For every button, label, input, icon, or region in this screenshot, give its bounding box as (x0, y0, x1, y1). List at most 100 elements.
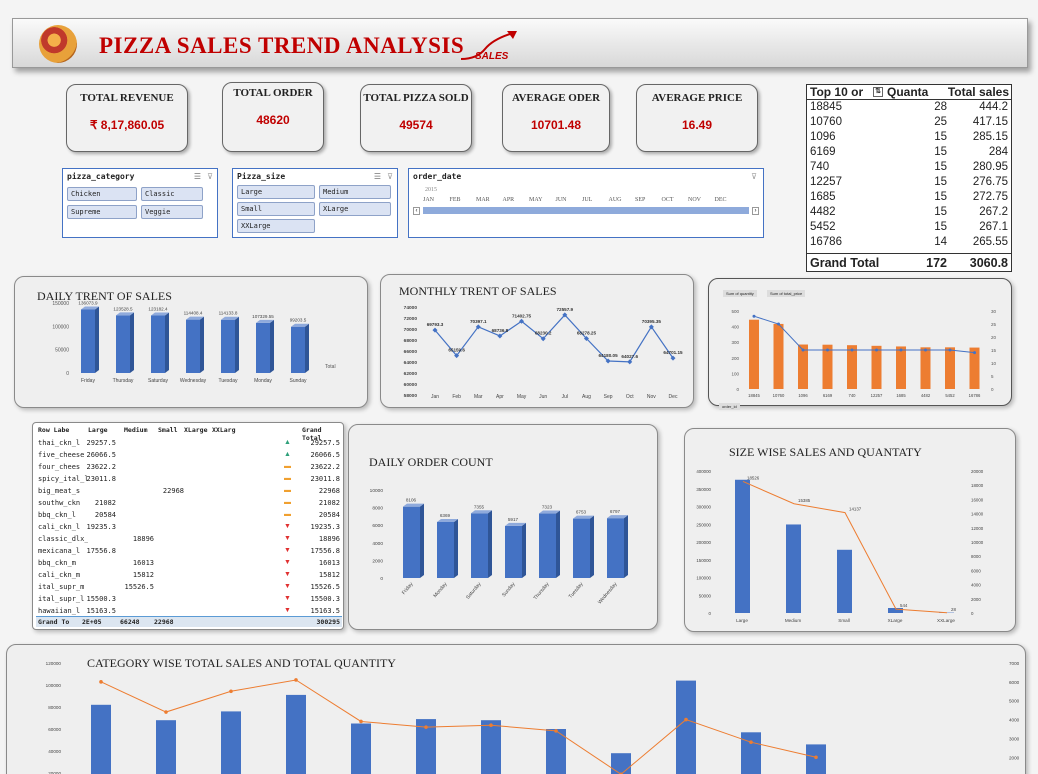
category-quantity-line (100, 679, 817, 774)
quantity-point (973, 351, 976, 355)
slicer-item-medium[interactable]: Medium (319, 185, 391, 199)
daily-order-count-chart[interactable]: DAILY ORDER COUNT 0 2000 4000 6000 8000 10000… (348, 424, 658, 630)
data-label: 15385 (798, 498, 811, 503)
dash-icon: ▬ (284, 511, 291, 518)
pivot-row: spicy_ital_l 23011.8 23011.8 ▬ (36, 473, 342, 485)
timeline-month[interactable]: NOV (688, 197, 701, 203)
slicer-pizza-category[interactable]: pizza_category ☰ ⊽ Chicken Classic Supre… (62, 168, 218, 238)
slicer-item-small[interactable]: Small (237, 202, 315, 216)
title-banner: PIZZA SALES TREND ANALYSIS SALES (12, 18, 1028, 68)
timeline-month[interactable]: DEC (714, 197, 727, 203)
top10-cell-sales: 267.2 (979, 206, 1008, 218)
y-tick: 50000 (55, 348, 69, 354)
price-bar (969, 347, 980, 389)
y-tick: 250000 (696, 522, 711, 527)
multiselect-icon[interactable]: ☰ (193, 172, 201, 181)
data-label: 8106 (406, 498, 417, 503)
category-wise-chart[interactable]: CATEGORY WISE TOTAL SALES AND TOTAL QUAN… (6, 644, 1026, 774)
data-label: 70397.1 (470, 319, 487, 324)
timeline-month[interactable]: AUG (608, 197, 622, 203)
pivot-row-label: five_cheese (38, 451, 85, 459)
pivot-cell: 23622.2 (86, 463, 116, 471)
timeline-month[interactable]: MAY (529, 197, 543, 203)
slicer-item-xlarge[interactable]: XLarge (319, 202, 391, 216)
x-tick: 1685 (896, 393, 906, 398)
pivot-row: thai_ckn_l 29257.5 29257.5 ▲ (36, 437, 342, 449)
slicer-item-xxlarge[interactable]: XXLarge (237, 219, 315, 233)
multiselect-icon[interactable]: ☰ (373, 172, 381, 181)
tab-sum-total-price[interactable]: Sum of total_price (767, 290, 806, 297)
x-tick: Sunday (501, 581, 517, 598)
clear-filter-icon[interactable]: ⊽ (207, 172, 213, 181)
slicer-item-chicken[interactable]: Chicken (67, 187, 137, 201)
total-sales: 3060.8 (969, 256, 1008, 270)
category-quantity-point (294, 678, 298, 682)
pivot-cell: 20584 (94, 511, 116, 519)
pivot-row-label: spicy_ital_l (38, 475, 88, 483)
slicer-pizza-size[interactable]: Pizza_size ☰ ⊽ Large Medium Small XLarge… (232, 168, 398, 238)
y-tick: 0 (709, 611, 712, 616)
daily-bar (116, 315, 130, 373)
pivot-row: big_meat_s 22968 22968 ▬ (36, 485, 342, 497)
slicer-title: pizza_category (67, 172, 135, 181)
timeline-month[interactable]: JUN (555, 197, 567, 203)
y-tick: 0 (736, 387, 739, 392)
daily-bar (221, 319, 235, 373)
slicer-item-classic[interactable]: Classic (141, 187, 203, 201)
y2-tick: 3000 (1009, 736, 1020, 741)
timeline-month[interactable]: OCT (661, 197, 674, 203)
scroll-right-icon[interactable]: › (752, 207, 759, 215)
category-quantity-point (99, 680, 103, 684)
top10-row: 10760 25 417.15 (807, 116, 1011, 131)
slicer-item-veggie[interactable]: Veggie (141, 205, 203, 219)
filter-sort-icon[interactable]: ⇅ (873, 87, 883, 97)
order-id-filter[interactable]: order_id (719, 403, 740, 410)
kpi-value: 10701.48 (530, 118, 582, 132)
arrow-down-icon: ▼ (284, 559, 291, 566)
data-label: 64027.6 (621, 354, 638, 359)
timeline-month[interactable]: JAN (423, 197, 435, 203)
top10-combo-chart[interactable]: Sum of quantity Sum of total_price order… (708, 278, 1012, 410)
pivot-row-label: ital_supr_m (38, 583, 85, 591)
data-label: 69793.3 (427, 322, 444, 327)
category-sales-bar (741, 732, 761, 774)
x-tick: 1096 (798, 393, 808, 398)
arrow-down-icon: ▼ (284, 583, 291, 590)
y2-tick: 4000 (971, 583, 981, 588)
top10-cell-order: 740 (810, 161, 830, 173)
tab-sum-quantity[interactable]: Sum of quantity (723, 290, 757, 297)
clear-filter-icon[interactable]: ⊽ (387, 172, 393, 181)
timeline-bar[interactable] (423, 207, 749, 214)
pivot-cell: 15526.5 (310, 583, 340, 591)
monthly-sales-chart[interactable]: MONTHLY TRENT OF SALES 58000 60000 62000 64… (380, 274, 694, 408)
timeline-month[interactable]: APR (502, 197, 515, 203)
timeline-order-date[interactable]: order_date ⊽ 2015 JAN FEB MAR APR MAY JUN JUL A… (408, 168, 764, 238)
data-label: 114408.4 (184, 311, 203, 316)
y2-tick: 6000 (971, 568, 981, 573)
clear-filter-icon[interactable]: ⊽ (751, 172, 757, 181)
slicer-item-large[interactable]: Large (237, 185, 315, 199)
timeline-month[interactable]: SEP (635, 197, 646, 203)
timeline-month[interactable]: MAR (476, 197, 490, 203)
scroll-left-icon[interactable]: ‹ (413, 207, 420, 215)
kpi-label: TOTAL REVENUE (80, 92, 174, 104)
category-quantity-point (814, 755, 818, 760)
timeline-month[interactable]: JUL (582, 197, 593, 203)
y-tick: 62000 (404, 371, 418, 377)
data-label: 64701.15 (663, 350, 683, 355)
monthly-line (434, 314, 674, 363)
kpi-value: 16.49 (681, 118, 713, 132)
monthly-point (670, 355, 676, 361)
category-sales-bar (91, 704, 111, 774)
data-label: 123528.5 (113, 306, 133, 311)
y-tick: 120000 (46, 661, 62, 666)
size-wise-chart[interactable]: SIZE WISE SALES AND QUANTATY 0 50000 10000… (684, 428, 1016, 632)
x-tick: Tuesday (568, 581, 585, 600)
daily-sales-chart[interactable]: DAILY TRENT OF SALES 0 50000 100000 150000 1… (14, 276, 368, 408)
x-tick: Friday (401, 581, 415, 596)
monthly-point (475, 324, 481, 330)
timeline-month[interactable]: FEB (449, 197, 461, 203)
x-tick: XXLarge (937, 618, 955, 623)
slicer-item-supreme[interactable]: Supreme (67, 205, 137, 219)
y-tick: 58000 (404, 393, 418, 399)
